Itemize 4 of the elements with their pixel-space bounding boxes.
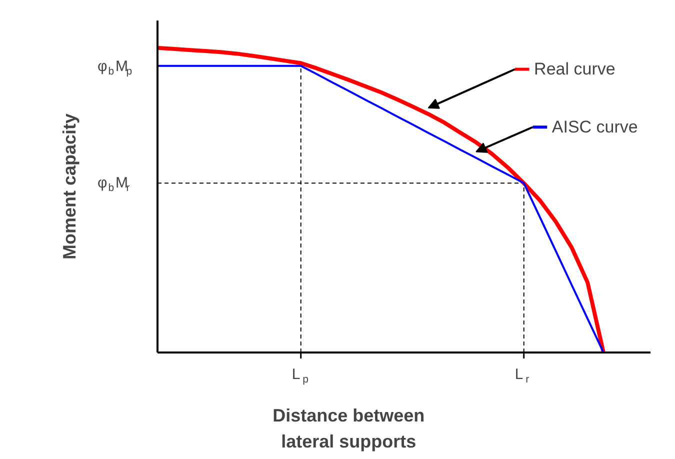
x-axis-title: Distance between lateral supports [272, 406, 425, 452]
legend-label: AISC curve [552, 118, 638, 137]
y-axis-title: Moment capacity [60, 113, 80, 260]
legend-label: Real curve [534, 60, 616, 79]
